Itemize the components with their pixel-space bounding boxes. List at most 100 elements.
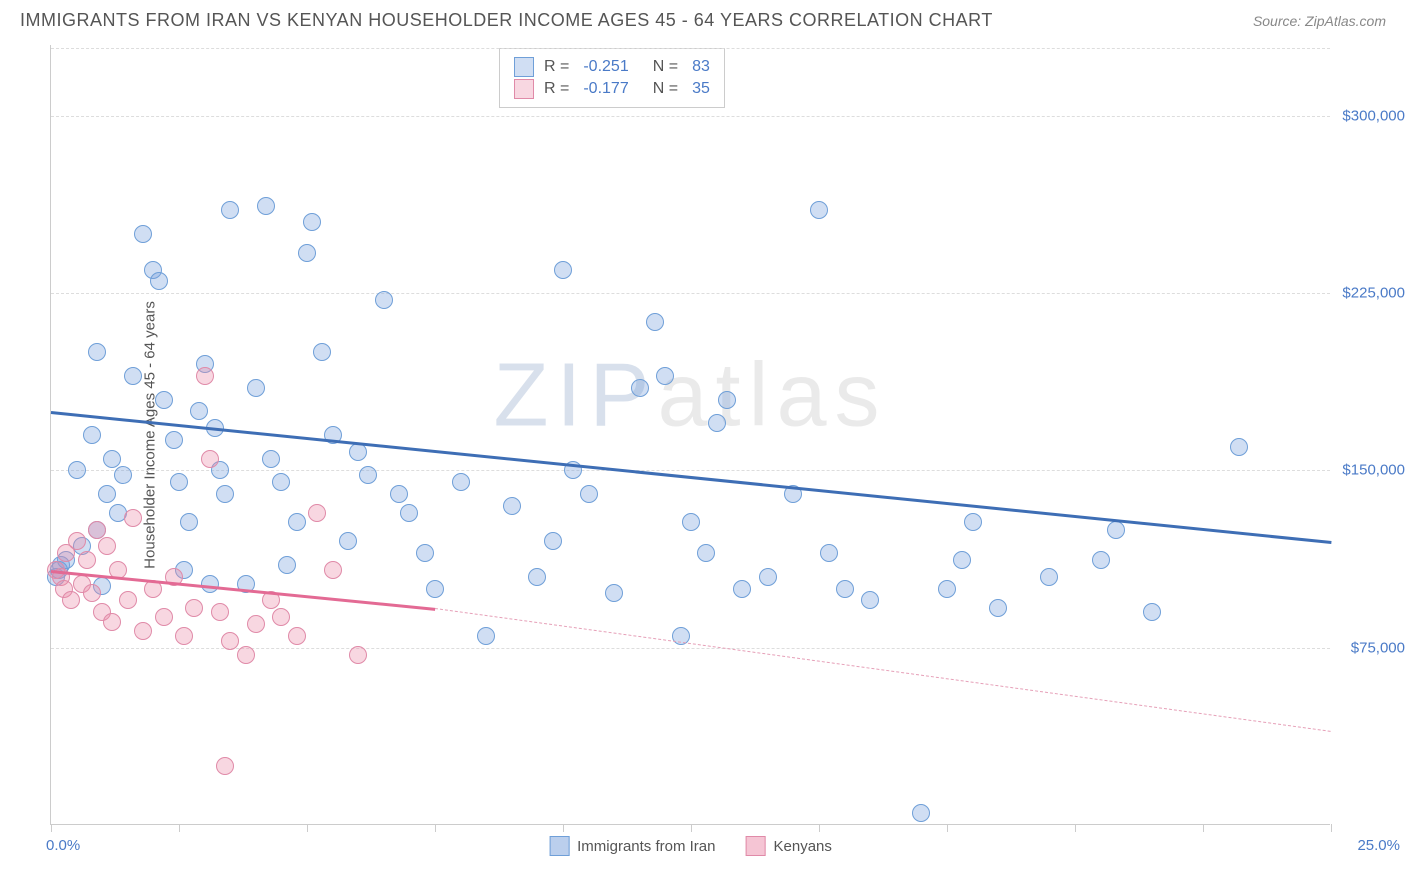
stats-legend-row: R =-0.251N =83 (514, 57, 710, 77)
scatter-point (605, 584, 623, 602)
scatter-point (554, 261, 572, 279)
x-tick (691, 824, 692, 832)
y-tick-label: $150,000 (1342, 462, 1405, 479)
scatter-point (1230, 438, 1248, 456)
scatter-point (708, 414, 726, 432)
x-axis-max-label: 25.0% (1357, 837, 1400, 854)
x-tick (1075, 824, 1076, 832)
x-tick (435, 824, 436, 832)
scatter-point (303, 213, 321, 231)
scatter-point (375, 291, 393, 309)
x-tick (1203, 824, 1204, 832)
scatter-point (155, 391, 173, 409)
scatter-point (83, 584, 101, 602)
scatter-point (390, 485, 408, 503)
x-tick (179, 824, 180, 832)
scatter-point (78, 551, 96, 569)
scatter-point (964, 513, 982, 531)
legend-r-label: R = (544, 80, 569, 98)
scatter-point (134, 225, 152, 243)
scatter-point (308, 504, 326, 522)
scatter-point (656, 367, 674, 385)
y-axis-title: Householder Income Ages 45 - 64 years (141, 301, 158, 569)
scatter-point (938, 580, 956, 598)
scatter-point (1092, 551, 1110, 569)
scatter-point (528, 568, 546, 586)
scatter-point (134, 622, 152, 640)
scatter-point (103, 613, 121, 631)
scatter-point (216, 485, 234, 503)
x-tick (819, 824, 820, 832)
legend-swatch (746, 836, 766, 856)
x-tick (307, 824, 308, 832)
x-tick (947, 824, 948, 832)
scatter-point (1040, 568, 1058, 586)
scatter-point (103, 450, 121, 468)
x-tick (563, 824, 564, 832)
legend-item: Kenyans (746, 836, 832, 856)
legend-swatch (514, 79, 534, 99)
x-tick (1331, 824, 1332, 832)
y-tick-label: $75,000 (1351, 639, 1405, 656)
scatter-point (247, 379, 265, 397)
scatter-point (349, 646, 367, 664)
scatter-point (452, 473, 470, 491)
scatter-point (272, 608, 290, 626)
scatter-point (339, 532, 357, 550)
watermark-bold: ZIP (493, 345, 657, 445)
scatter-point (810, 201, 828, 219)
legend-r-value: -0.177 (583, 80, 628, 98)
scatter-point (288, 513, 306, 531)
scatter-point (221, 201, 239, 219)
scatter-point (820, 544, 838, 562)
scatter-point (150, 272, 168, 290)
scatter-point (477, 627, 495, 645)
scatter-point (62, 591, 80, 609)
scatter-point (257, 197, 275, 215)
scatter-point (185, 599, 203, 617)
scatter-point (98, 485, 116, 503)
scatter-point (124, 509, 142, 527)
scatter-point (989, 599, 1007, 617)
scatter-point (759, 568, 777, 586)
watermark-light: atlas (657, 345, 887, 445)
scatter-point (1143, 603, 1161, 621)
scatter-point (201, 450, 219, 468)
scatter-point (190, 402, 208, 420)
scatter-point (426, 580, 444, 598)
legend-n-label: N = (653, 58, 678, 76)
scatter-point (313, 343, 331, 361)
scatter-point (646, 313, 664, 331)
scatter-point (697, 544, 715, 562)
scatter-point (180, 513, 198, 531)
scatter-point (201, 575, 219, 593)
legend-n-label: N = (653, 80, 678, 98)
scatter-point (124, 367, 142, 385)
scatter-point (1107, 521, 1125, 539)
gridline (51, 470, 1330, 471)
scatter-point (68, 461, 86, 479)
scatter-point (861, 591, 879, 609)
x-axis-min-label: 0.0% (46, 837, 80, 854)
scatter-point (68, 532, 86, 550)
scatter-point (196, 367, 214, 385)
series-legend: Immigrants from IranKenyans (549, 836, 832, 856)
watermark: ZIPatlas (493, 344, 887, 447)
scatter-point (682, 513, 700, 531)
scatter-point (170, 473, 188, 491)
scatter-point (631, 379, 649, 397)
x-tick (51, 824, 52, 832)
scatter-point (580, 485, 598, 503)
scatter-point (175, 627, 193, 645)
scatter-point (544, 532, 562, 550)
scatter-point (221, 632, 239, 650)
gridline (51, 48, 1330, 49)
legend-r-label: R = (544, 58, 569, 76)
scatter-point (503, 497, 521, 515)
scatter-point (288, 627, 306, 645)
scatter-point (953, 551, 971, 569)
scatter-point (262, 450, 280, 468)
scatter-point (165, 431, 183, 449)
legend-n-value: 35 (692, 80, 710, 98)
scatter-point (836, 580, 854, 598)
